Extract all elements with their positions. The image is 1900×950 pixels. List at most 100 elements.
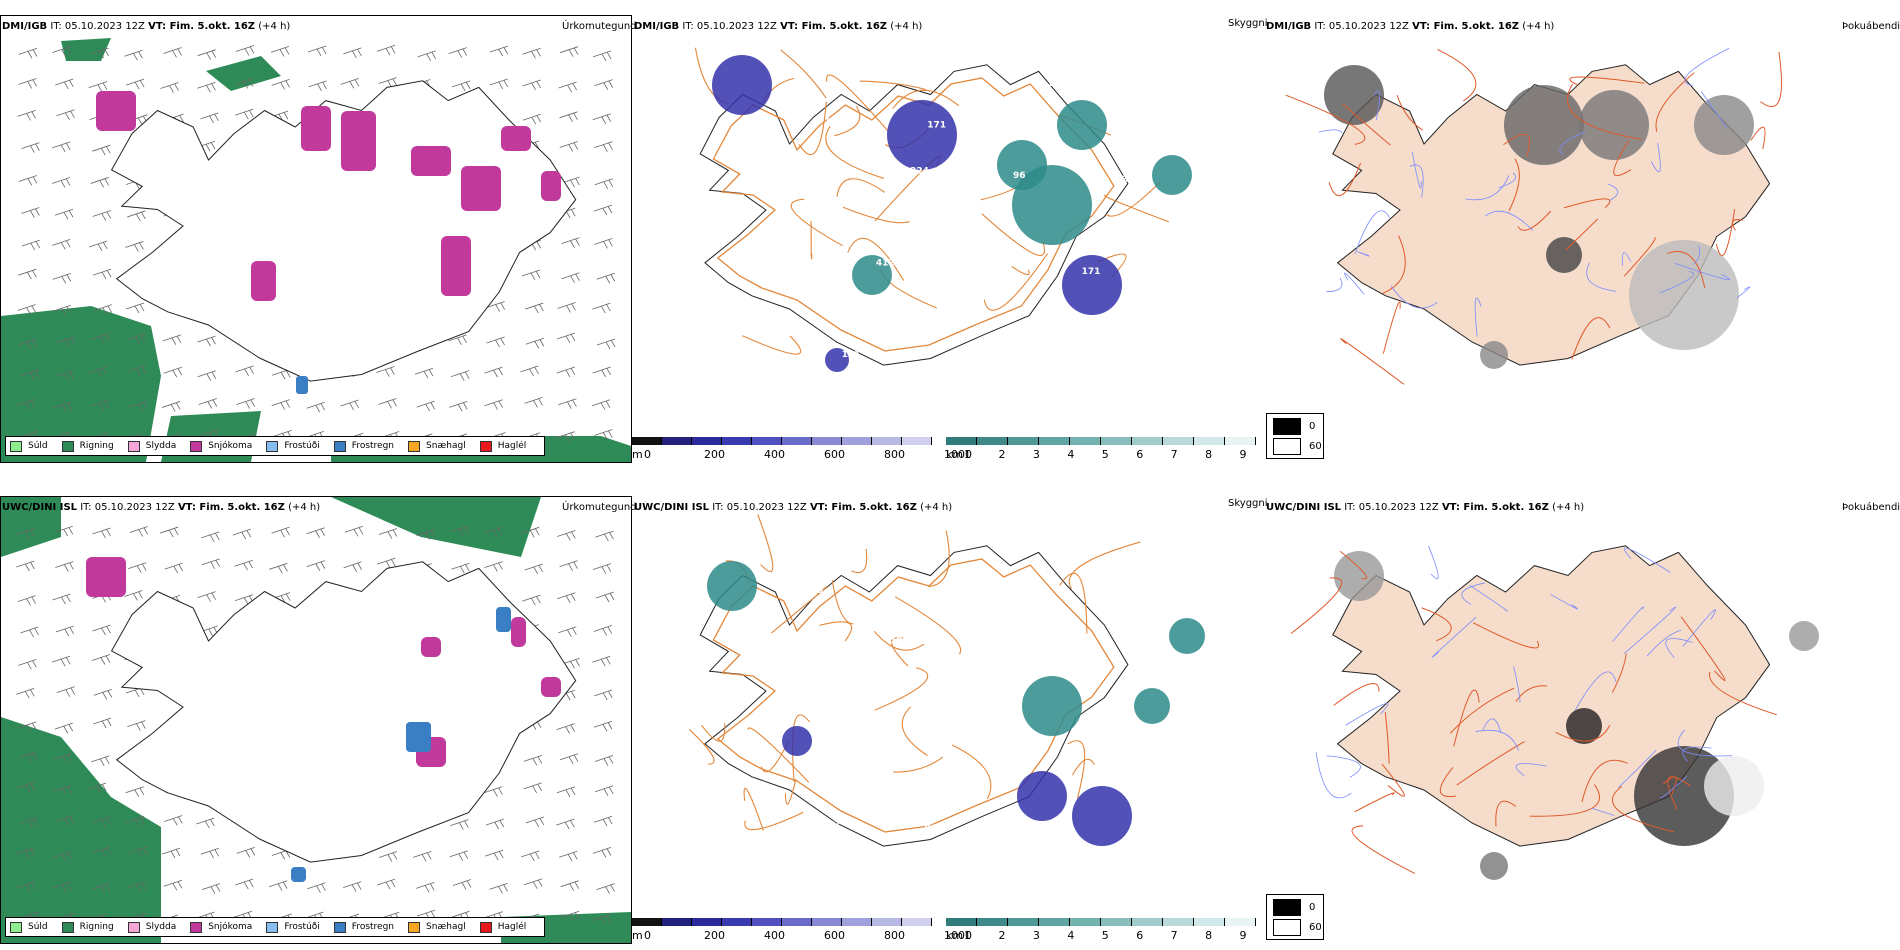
colorbar-segment (977, 437, 1008, 445)
colorbar-tick: 800 (884, 929, 905, 942)
colorbar-segment (902, 437, 932, 445)
fog-legend-item: 60 (1273, 919, 1322, 936)
freezing-areas (296, 376, 308, 394)
legend-item: Rigning (61, 440, 114, 452)
peak-label: 145 (789, 179, 808, 189)
colorbar-segment (946, 437, 977, 445)
precip-map (1, 497, 631, 943)
peak-label: 72 (754, 271, 767, 281)
precip-map (1, 38, 631, 462)
panel-header: UWC/DINI ISL IT: 05.10.2023 12Z VT: Fim.… (2, 502, 321, 513)
peak-label: 83 (1116, 175, 1129, 185)
legend-item: Haglél (479, 921, 527, 933)
legend-swatch (333, 921, 346, 933)
colorbar-tick: 6 (1136, 448, 1144, 461)
colorbar-segment (1225, 918, 1256, 926)
fog-legend-label: 0 (1309, 421, 1316, 432)
fog-shading (1334, 551, 1819, 880)
fog-panel (1264, 15, 1900, 463)
visibility-title: Skyggni (1228, 498, 1268, 509)
precip-title: Úrkomutegund (562, 21, 637, 32)
colorbar-segment (1101, 437, 1132, 445)
colorbar-segment (1070, 437, 1101, 445)
colorbar-segment (1194, 918, 1225, 926)
legend-label: Haglél (497, 922, 527, 932)
legend-item: Snjókoma (190, 440, 253, 452)
precip-type-panel: Súld Rigning Slydda Snjókoma Frostúði Frostre… (0, 15, 632, 463)
legend-label: Snjókoma (208, 441, 253, 451)
peak-label: 130 (1099, 221, 1118, 231)
colorbar-unit: km (946, 448, 964, 461)
colorbar-tick: 1000 (944, 929, 972, 942)
colorbar-segment (632, 918, 662, 926)
colorbar-tick: 3 (1032, 448, 1040, 461)
legend-label: Haglél (497, 441, 527, 451)
colorbar-segment (1039, 437, 1070, 445)
peak-label: 66 (772, 225, 785, 235)
river-network (1318, 47, 1751, 337)
peak-label: 104 (942, 778, 961, 788)
colorbar-segment (842, 918, 872, 926)
visibility-title: Skyggni (1228, 18, 1268, 29)
legend-label: Snæhagl (426, 441, 466, 451)
colorbar-tick: 4 (1067, 448, 1075, 461)
visibility-panel: 101 108 171 255 412 104 224 171 480 253 241 600 96 19… (632, 15, 1264, 463)
colorbar-tick: 0 (644, 448, 651, 461)
colorbar-tick: 4 (1067, 929, 1075, 942)
colorbar-segment (662, 918, 692, 926)
visibility-map: 159 107 245 642 74 191 93 81 104 94 64 44 93 (688, 514, 1205, 847)
peak-label: 253 (962, 309, 981, 319)
colorbar-segment (1070, 918, 1101, 926)
fog-legend-item: 0 (1273, 899, 1315, 916)
peak-label: 64 (976, 686, 989, 696)
low-visibility-areas (712, 55, 1192, 372)
peak-label: 191 (890, 636, 909, 646)
fog-legend-item: 60 (1273, 438, 1322, 455)
peak-label: 171 (842, 350, 861, 360)
colorbar-tick: 9 (1239, 929, 1247, 942)
fog-legend: 0 60 (1266, 413, 1324, 459)
colorbar-segment (1008, 918, 1039, 926)
colorbar-segment (1163, 437, 1194, 445)
legend-swatch (190, 921, 203, 933)
colorbar-segment (812, 437, 842, 445)
legend-swatch (61, 440, 74, 452)
peak-label: 12 (1064, 313, 1077, 323)
peak-label: 93 (907, 590, 920, 600)
fog-title: Þokuábendi (1842, 502, 1900, 513)
colorbar-tick: 5 (1101, 929, 1109, 942)
fog-map (1290, 545, 1819, 880)
colorbar-segment (692, 918, 722, 926)
colorbar-segment (946, 918, 977, 926)
precip-title: Úrkomutegund (562, 502, 637, 513)
colorbar-tick: 7 (1170, 448, 1178, 461)
road-network (1285, 49, 1782, 385)
colorbar-unit: m (632, 929, 643, 942)
colorbar-tick: 2 (998, 929, 1006, 942)
colorbar-segment (1132, 437, 1163, 445)
colorbar-tick: 1 (964, 929, 971, 942)
colorbar-tick: 7 (1170, 929, 1178, 942)
legend-label: Frostregn (351, 441, 395, 451)
peak-labels: 159 107 245 642 74 191 93 81 104 94 64 44 93 (805, 586, 1023, 834)
fog-shading (1324, 65, 1754, 369)
fog-legend-label: 60 (1309, 441, 1322, 452)
precip-legend: Súld Rigning Slydda Snjókoma Frostúði Frostre… (5, 917, 546, 937)
visibility-colorbar: km12345678910 (946, 916, 1288, 944)
legend-swatch (408, 440, 421, 452)
colorbar-tick: 5 (1101, 448, 1109, 461)
river-network (1315, 545, 1733, 816)
freezing-areas (291, 607, 511, 882)
peak-label: 224 (910, 166, 929, 176)
colorbar-tick: 1000 (944, 448, 972, 461)
legend-swatch (479, 921, 492, 933)
legend-label: Súld (28, 922, 48, 932)
peak-label: 74 (873, 682, 886, 692)
legend-swatch (127, 921, 140, 933)
fog-legend-label: 0 (1309, 902, 1316, 913)
peak-label: 600 (996, 217, 1015, 227)
legend-item: Rigning (61, 921, 114, 933)
colorbar-tick: 600 (824, 448, 845, 461)
colorbar-segment (977, 918, 1008, 926)
peak-label: 44 (993, 640, 1006, 650)
